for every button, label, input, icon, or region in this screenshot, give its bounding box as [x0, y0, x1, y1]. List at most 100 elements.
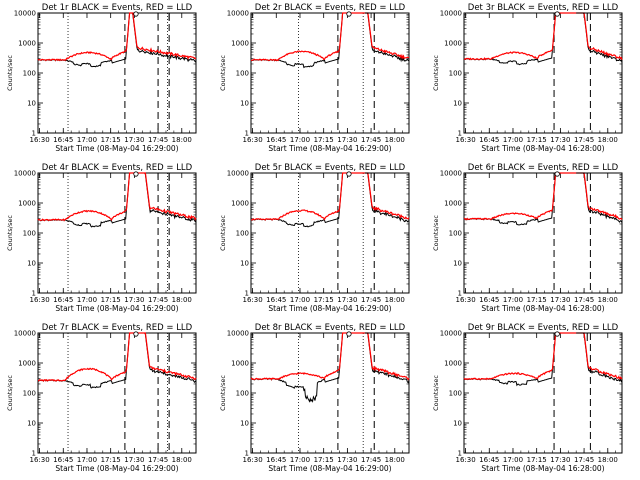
x-axis-label: Start Time (08-May-04 16:29:00)	[268, 304, 391, 313]
x-tick-label: 16:45	[266, 136, 286, 144]
y-tick-label: 10	[27, 420, 36, 428]
panel-3: Det 3r BLACK = Events, RED = LLD 1 10 100 10…	[432, 3, 623, 153]
x-tick-label: 16:45	[479, 296, 499, 304]
plot-frame	[463, 12, 623, 134]
x-tick-label: 16:45	[53, 136, 73, 144]
x-tick-label: 17:00	[77, 136, 97, 144]
peak-marker	[554, 171, 560, 177]
y-axis-label: Counts/sec	[219, 375, 227, 411]
y-tick-label: 1000	[444, 360, 462, 368]
y-tick-label: 1	[245, 290, 249, 298]
x-tick-label: 17:15	[101, 296, 121, 304]
saturation-box	[158, 12, 170, 21]
x-tick-label: 17:30	[550, 136, 570, 144]
y-tick-label: 10000	[14, 10, 36, 18]
series-events-line	[37, 12, 197, 68]
y-tick-label: 1000	[444, 200, 462, 208]
y-tick-label: 10	[240, 100, 249, 108]
x-tick-label: 16:30	[455, 296, 475, 304]
panel-title: Det 7r BLACK = Events, RED = LLD	[42, 323, 193, 333]
peak-marker	[133, 11, 139, 17]
x-axis-label: Start Time (08-May-04 16:29:00)	[55, 304, 178, 313]
y-tick-label: 1000	[231, 200, 249, 208]
saturation-box	[364, 12, 375, 21]
x-tick-label: 17:45	[361, 456, 381, 464]
y-tick-label: 10000	[227, 10, 249, 18]
plot-frame	[250, 12, 410, 134]
x-tick-label: 17:15	[314, 456, 334, 464]
peak-marker	[346, 171, 352, 177]
x-tick-label: 17:30	[337, 296, 357, 304]
x-tick-label: 17:15	[527, 296, 547, 304]
peak-marker	[133, 171, 139, 177]
series-lld-line	[463, 172, 623, 221]
y-tick-label: 100	[236, 230, 249, 238]
y-tick-label: 1000	[18, 40, 36, 48]
panel-9: Det 9r BLACK = Events, RED = LLD 1 10 100 10…	[432, 323, 623, 473]
x-tick-label: 17:30	[337, 136, 357, 144]
x-tick-label: 17:30	[124, 136, 144, 144]
x-tick-label: 17:30	[550, 296, 570, 304]
y-tick-label: 10	[240, 420, 249, 428]
x-axis-label: Start Time (08-May-04 16:28:00)	[481, 144, 604, 153]
x-axis-label: Start Time (08-May-04 16:29:00)	[55, 144, 178, 153]
saturation-box	[158, 332, 170, 341]
plot-frame	[463, 332, 623, 454]
x-axis-label: Start Time (08-May-04 16:28:00)	[481, 304, 604, 313]
y-tick-label: 10000	[227, 330, 249, 338]
y-tick-label: 1	[32, 130, 36, 138]
series-lld-line	[37, 12, 197, 62]
series-events-line	[250, 332, 410, 403]
saturation-box	[364, 172, 375, 181]
x-tick-label: 17:45	[148, 456, 168, 464]
y-tick-label: 100	[236, 390, 249, 398]
panel-title: Det 6r BLACK = Events, RED = LLD	[468, 163, 619, 173]
plot-frame	[37, 12, 197, 134]
panel-title: Det 9r BLACK = Events, RED = LLD	[468, 323, 619, 333]
series-events-line	[250, 12, 410, 69]
y-tick-label: 1	[245, 450, 249, 458]
x-tick-label: 17:45	[574, 136, 594, 144]
y-tick-label: 10	[453, 100, 462, 108]
y-tick-label: 10000	[227, 170, 249, 178]
x-tick-label: 18:00	[598, 296, 618, 304]
peak-marker	[133, 331, 139, 337]
series-events-line	[38, 332, 197, 389]
x-tick-label: 16:30	[242, 136, 262, 144]
y-tick-label: 1	[458, 130, 462, 138]
x-axis-label: Start Time (08-May-04 16:29:00)	[268, 144, 391, 153]
y-tick-label: 1000	[444, 40, 462, 48]
y-tick-label: 10	[453, 420, 462, 428]
x-tick-label: 16:30	[29, 296, 49, 304]
x-tick-label: 17:45	[148, 136, 168, 144]
y-tick-label: 1	[32, 450, 36, 458]
y-tick-label: 100	[449, 230, 462, 238]
x-tick-label: 16:45	[53, 456, 73, 464]
y-tick-label: 10000	[440, 330, 462, 338]
y-tick-label: 1000	[18, 360, 36, 368]
y-tick-label: 10	[27, 260, 36, 268]
panel-title: Det 1r BLACK = Events, RED = LLD	[42, 3, 193, 13]
y-tick-label: 1	[32, 290, 36, 298]
x-tick-label: 17:00	[290, 296, 310, 304]
saturation-box	[364, 332, 375, 341]
peak-marker	[554, 11, 560, 17]
x-tick-label: 17:15	[101, 456, 121, 464]
x-tick-label: 16:45	[266, 296, 286, 304]
y-tick-label: 100	[23, 70, 36, 78]
y-tick-label: 1	[245, 130, 249, 138]
saturation-box	[576, 172, 588, 181]
y-axis-label: Counts/sec	[6, 55, 14, 91]
plot-frame	[37, 332, 197, 454]
x-axis-label: Start Time (08-May-04 16:28:00)	[481, 464, 604, 473]
y-tick-label: 1000	[231, 360, 249, 368]
y-tick-label: 100	[23, 230, 36, 238]
y-tick-label: 10000	[14, 330, 36, 338]
y-tick-label: 1000	[231, 40, 249, 48]
y-tick-label: 10000	[440, 170, 462, 178]
series-lld-line	[250, 332, 410, 381]
x-tick-label: 17:00	[290, 136, 310, 144]
x-tick-label: 17:00	[77, 296, 97, 304]
x-tick-label: 18:00	[385, 296, 405, 304]
series-lld-line	[463, 12, 623, 61]
